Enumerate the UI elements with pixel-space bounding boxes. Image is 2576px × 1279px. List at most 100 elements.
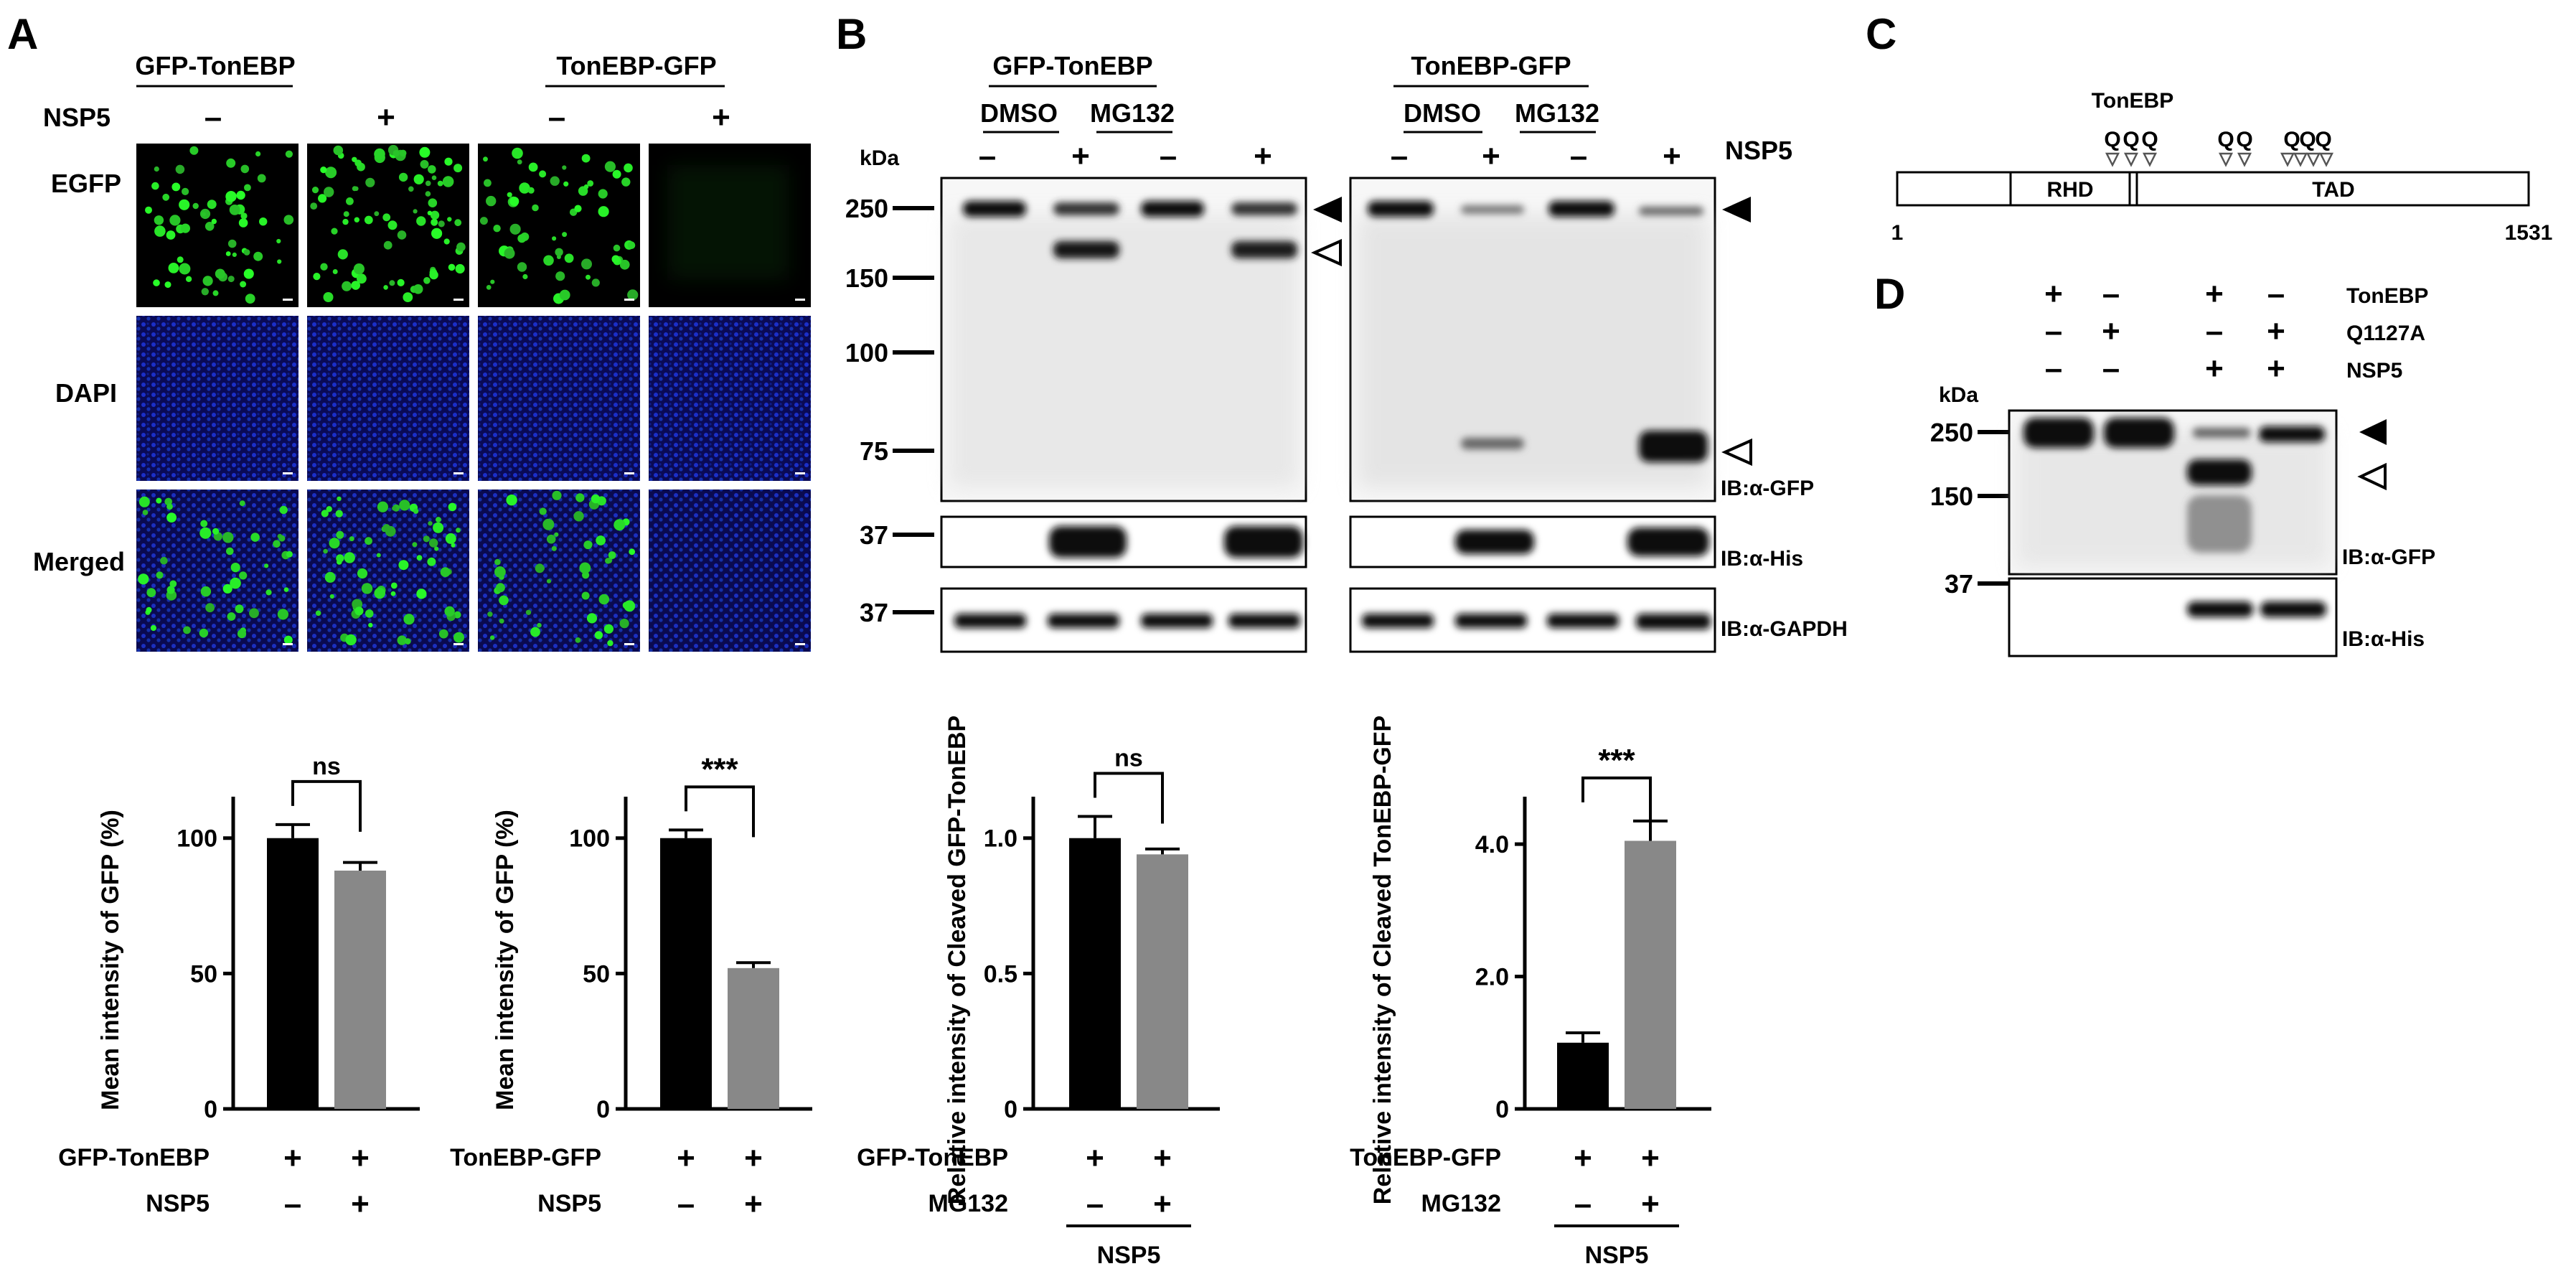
faint-signal	[667, 165, 789, 280]
minus-sign: –	[548, 100, 565, 135]
gfp-cell	[397, 230, 407, 240]
gfp-cell	[368, 622, 373, 628]
protein-bar	[1896, 171, 2530, 207]
gfp-cell	[200, 586, 212, 597]
gfp-cell	[581, 154, 591, 163]
tonebp-label: TonEBP	[2092, 89, 2173, 113]
minus-sign: –	[284, 1186, 301, 1222]
gfp-cell	[382, 524, 390, 532]
dapi-image	[478, 316, 640, 481]
site-q: Q	[2141, 128, 2158, 151]
gfp-cell	[354, 606, 364, 616]
treatment-mg132: MG132	[1090, 98, 1175, 128]
nsp5-label: NSP5	[43, 103, 111, 132]
y-tick-label: 4.0	[1475, 831, 1509, 858]
bar	[1069, 838, 1121, 1109]
gfp-cell	[240, 212, 248, 220]
gfp-cell	[479, 217, 488, 225]
gfp-cell	[227, 276, 235, 283]
minus-sign: –	[1570, 139, 1587, 174]
gfp-cell	[324, 571, 336, 583]
gfp-cell	[265, 589, 272, 596]
plus-sign: +	[2044, 276, 2063, 311]
gfp-cell	[207, 200, 217, 210]
gfp-cell	[583, 184, 589, 189]
gfp-cell	[397, 278, 405, 286]
gfp-cell	[326, 506, 332, 512]
significance-label: ***	[701, 751, 738, 787]
gfp-cell	[392, 149, 400, 157]
gfp-cell	[398, 172, 408, 182]
gfp-cell	[169, 580, 177, 588]
gfp-cell	[146, 588, 156, 597]
gfp-cell	[607, 640, 614, 647]
gfp-cell	[587, 180, 594, 187]
plus-sign: +	[377, 100, 395, 135]
gfp-cell	[598, 594, 610, 605]
gfp-cell	[598, 189, 608, 199]
gfp-cell	[624, 163, 633, 173]
gfp-cell	[627, 241, 636, 250]
gfp-cell	[343, 211, 349, 217]
gfp-cell	[276, 238, 281, 244]
ib-gfp-label: IB:α-GFP	[1721, 477, 1814, 500]
plus-sign: +	[2267, 351, 2285, 386]
y-tick-label: 100	[177, 825, 217, 853]
gfp-cell	[455, 263, 465, 274]
gfp-cell	[522, 273, 528, 280]
gfp-cell	[182, 187, 189, 195]
ib-gfp-label: IB:α-GFP	[2342, 545, 2435, 569]
gfp-cell	[189, 146, 199, 155]
gfp-cell	[138, 496, 150, 507]
gfp-cell	[154, 215, 164, 225]
gfp-cell	[253, 251, 263, 261]
gfp-cell	[164, 281, 171, 289]
gfp-cell	[489, 635, 495, 640]
gfp-cell	[365, 177, 375, 187]
merged-image	[649, 489, 811, 652]
gfp-cell	[437, 180, 443, 187]
gfp-cell	[398, 560, 409, 571]
panel-label-d: D	[1874, 270, 1905, 318]
gfp-cell	[153, 279, 160, 286]
gfp-cell	[504, 248, 515, 259]
gfp-cell	[493, 225, 501, 233]
gfp-cell	[310, 202, 318, 210]
gfp-cell	[250, 533, 260, 542]
gfp-cells	[138, 144, 639, 647]
gfp-cell	[387, 220, 398, 230]
minus-sign: –	[2102, 351, 2120, 386]
gfp-cell	[244, 184, 251, 192]
gfp-cell	[283, 635, 293, 645]
minus-sign: –	[1391, 139, 1408, 174]
condition-label: MG132	[929, 1190, 1009, 1217]
gfp-cell	[169, 215, 181, 226]
gfp-cell	[205, 603, 215, 613]
gfp-cell	[138, 573, 149, 585]
gfp-cell	[413, 174, 424, 184]
gfp-cell	[484, 179, 492, 187]
condition-label: NSP5	[537, 1190, 601, 1217]
gfp-cell	[550, 176, 560, 186]
gfp-cell	[185, 276, 192, 282]
plus-sign: +	[2205, 351, 2224, 386]
gfp-cell	[430, 210, 440, 220]
gfp-cell	[423, 277, 431, 284]
gfp-cell	[240, 281, 247, 288]
gfp-cell	[539, 170, 547, 178]
domain-tad: TAD	[2312, 178, 2354, 202]
gfp-cell	[443, 238, 450, 245]
gfp-cell	[427, 557, 436, 566]
gfp-cell	[249, 608, 259, 619]
gfp-cell	[539, 507, 547, 515]
gfp-cell	[611, 255, 620, 263]
scale-bars	[283, 299, 805, 645]
gfp-cell	[433, 522, 444, 533]
gfp-cell	[564, 253, 574, 263]
gfp-cell	[575, 493, 585, 502]
minus-sign: –	[2206, 314, 2223, 349]
minus-sign: –	[1160, 139, 1177, 174]
gfp-cell	[352, 186, 357, 192]
y-axis-label: Mean intensity of GFP (%)	[97, 810, 124, 1110]
